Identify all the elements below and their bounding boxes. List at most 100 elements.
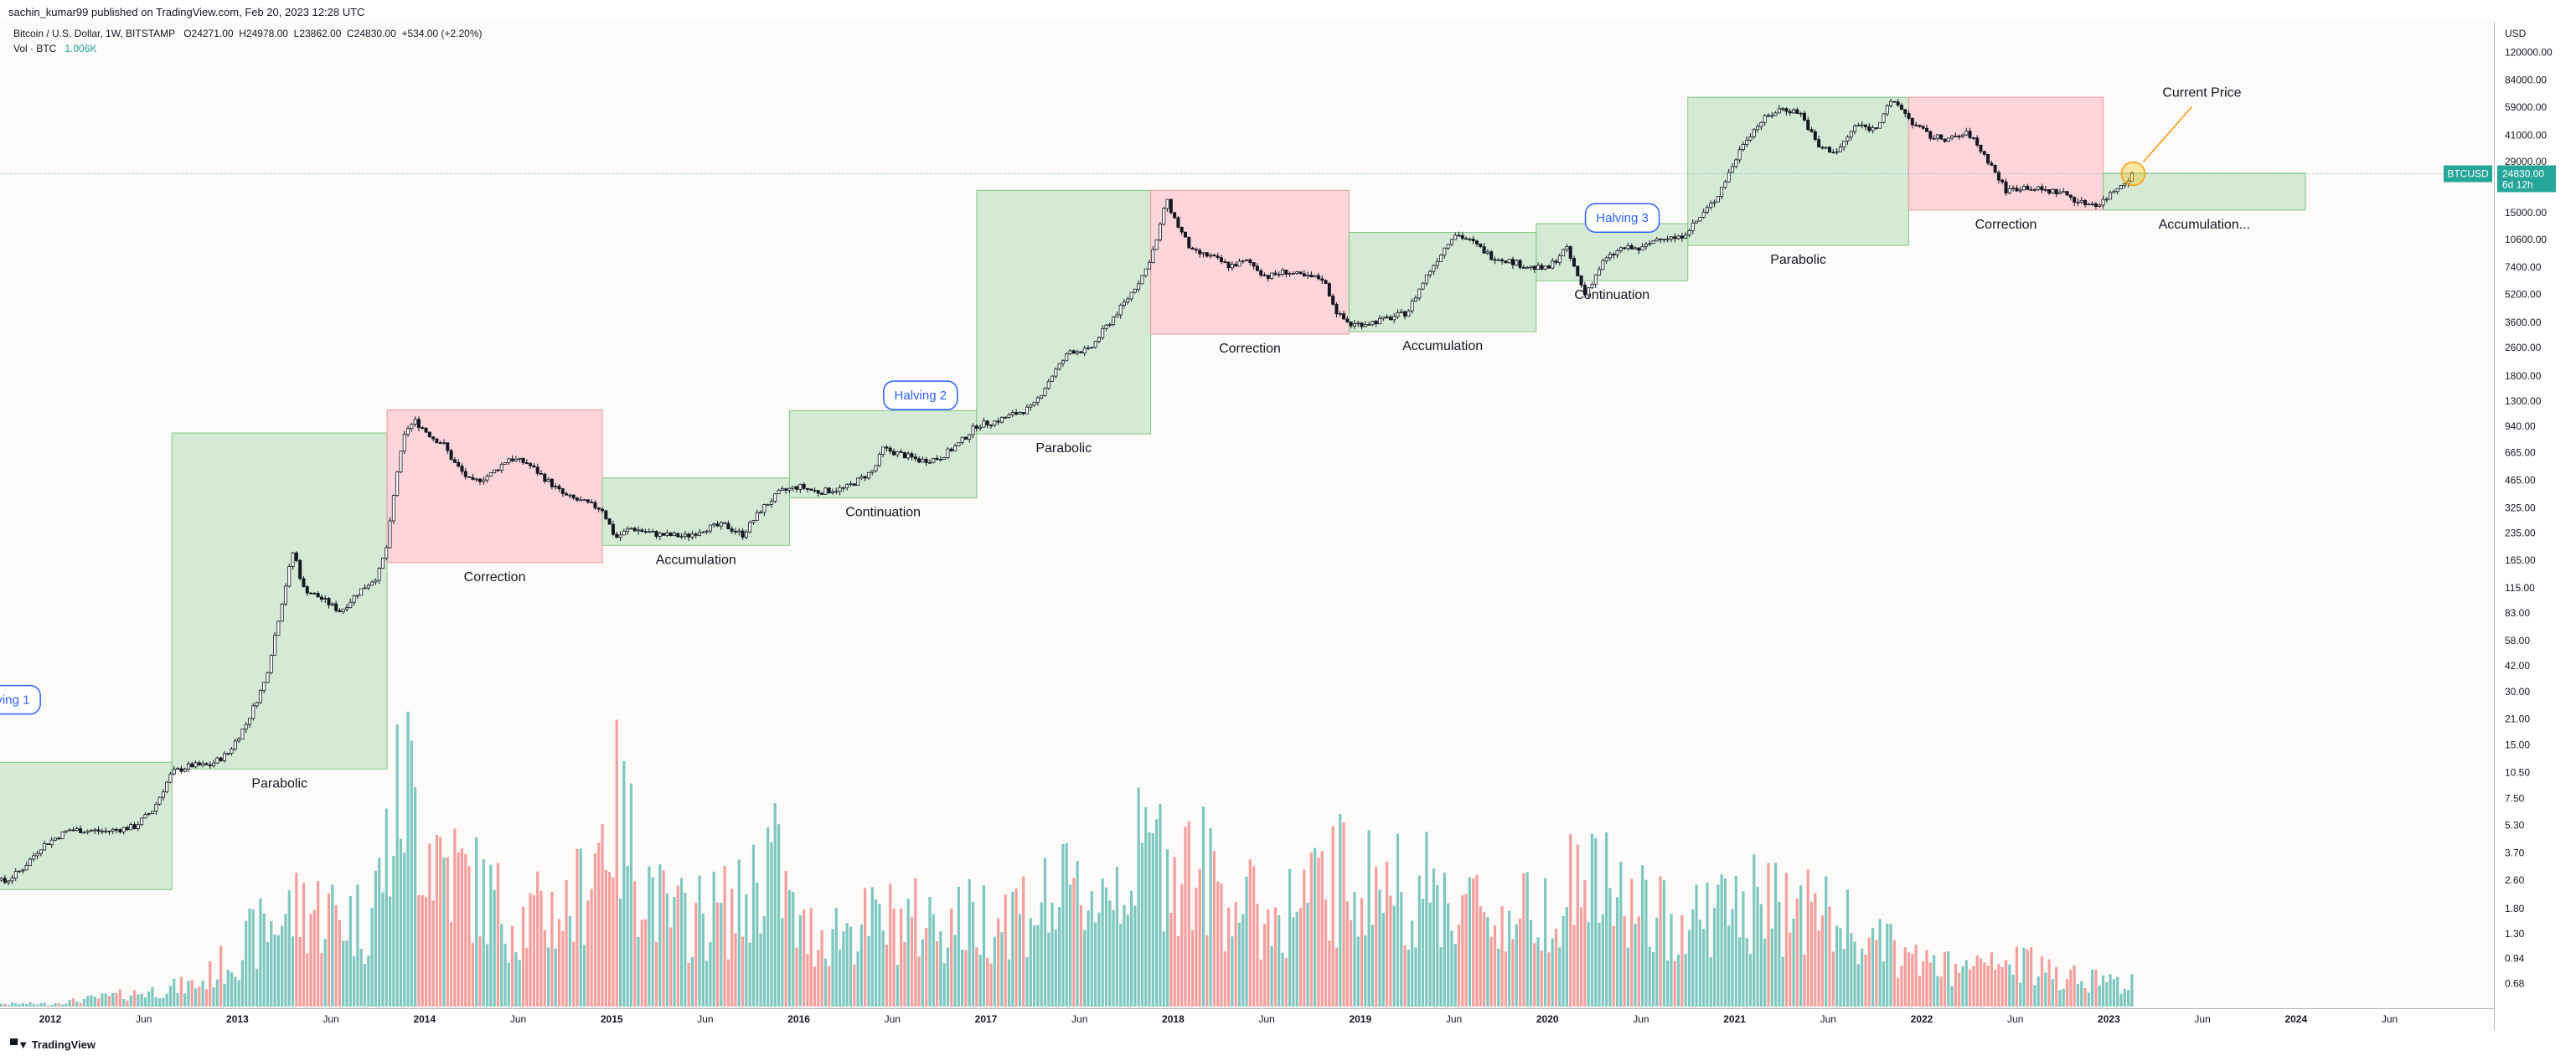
candle-body [596,507,601,510]
candle-body [438,442,442,445]
volume-bar [676,885,679,1007]
price-tick-label: 3.70 [2505,847,2525,859]
time-tick-label: Jun [136,1013,152,1025]
candle-body [348,601,353,608]
volume-bar [2101,975,2105,1007]
candle-body [802,483,806,489]
candle-body [1950,135,1954,139]
candle-body [632,528,637,532]
candle-body [1820,147,1825,149]
price-tick-label: 235.00 [2505,527,2536,538]
volume-bar [550,891,554,1007]
volume-bar [1133,905,1137,1007]
candle-body [1525,267,1530,269]
volume-bar [1320,851,1324,1007]
volume-bar [828,966,831,1007]
candle-body [1741,144,1745,151]
volume-bar [90,995,93,1007]
candle-body [1165,198,1169,209]
candle-body [1809,129,1814,132]
volume-bar [1072,878,1076,1007]
price-tick-label: 1.80 [2505,903,2525,914]
symbol-tag-box [2444,165,2492,183]
candle-body [1925,127,1929,132]
zone-box-accumulation-11 [2103,173,2306,211]
volume-bar [234,976,237,1007]
candle-body [1788,111,1792,114]
candle-body [874,465,878,471]
volume-bar [820,930,823,1007]
candle-body [93,829,97,832]
candle-body [1205,252,1209,257]
volume-bar [1252,866,1256,1007]
volume-bar [2116,976,2119,1007]
candle-body [1709,203,1713,209]
volume-bar [1789,932,1792,1007]
candle-body [143,814,147,819]
volume-bar [1270,945,1273,1007]
candle-body [546,478,550,482]
candle-body [496,469,500,471]
volume-bar [1907,952,1911,1007]
volume-bar [910,917,914,1007]
candle-body [863,476,867,479]
volume-bar [151,986,154,1007]
volume-bar [226,969,230,1007]
price-tick-label: 42.00 [2505,660,2530,672]
candle-body [1065,353,1069,362]
volume-bar [1925,950,1928,1007]
volume-bar [1712,908,1716,1007]
volume-bar [2008,964,2011,1007]
candle-body [1957,136,1961,138]
candle-body [1990,162,1994,166]
volume-bar [684,893,687,1007]
candle-body [1896,101,1900,106]
volume-bar [1201,806,1205,1007]
volume-bar [68,1000,71,1007]
volume-bar [1334,947,1339,1007]
candle-body [1252,262,1256,267]
time-axis[interactable] [0,1008,2494,1031]
candle-body [1587,287,1591,296]
volume-bar [1054,929,1057,1007]
volume-bar [2058,990,2062,1007]
candle-body [1169,198,1173,214]
volume-bar [1223,950,1226,1007]
candle-body [852,483,856,486]
volume-bar [1047,932,1051,1007]
candle-body [1673,236,1677,239]
volume-bar [932,914,935,1007]
candle-body [1413,297,1417,302]
candle-body [1148,262,1152,270]
volume-bar [813,966,817,1007]
candle-body [1209,255,1213,257]
tradingview-logo[interactable]: ▀▼ TradingView [10,1038,96,1051]
volume-bar [2030,946,2033,1007]
candle-body [1184,231,1188,238]
candle-body [305,586,309,594]
candle-body [636,529,640,532]
candle-body [1910,118,1914,126]
candle-body [892,451,896,456]
volume-bar [118,989,121,1007]
candle-body [715,523,720,527]
volume-bar [629,783,632,1007]
volume-bar [1619,861,1623,1007]
volume-bar [28,1002,32,1007]
volume-bar [1364,935,1367,1007]
candle-body [1076,351,1080,354]
candle-body [1543,265,1547,270]
volume-bar [1918,976,1922,1007]
volume-bar [1187,821,1190,1007]
candle-body [1907,113,1911,119]
volume-bar [1087,910,1090,1007]
candle-body [2047,189,2052,194]
candle-body [1374,320,1378,325]
volume-bar [1375,867,1378,1007]
candle-body [1046,381,1051,389]
candle-body [1129,291,1133,300]
volume-bar [1190,930,1195,1007]
candle-body [1618,247,1623,251]
volume-bar [1817,930,1820,1007]
volume-bar [496,863,500,1007]
